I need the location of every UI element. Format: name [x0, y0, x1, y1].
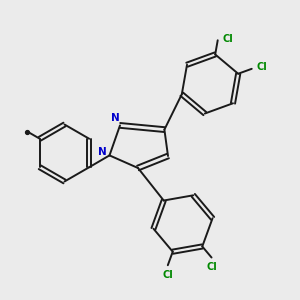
Text: N: N	[98, 147, 106, 158]
Text: Cl: Cl	[256, 62, 267, 72]
Text: Cl: Cl	[222, 34, 233, 44]
Text: Cl: Cl	[162, 270, 173, 280]
Text: N: N	[111, 113, 120, 123]
Text: Cl: Cl	[206, 262, 217, 272]
